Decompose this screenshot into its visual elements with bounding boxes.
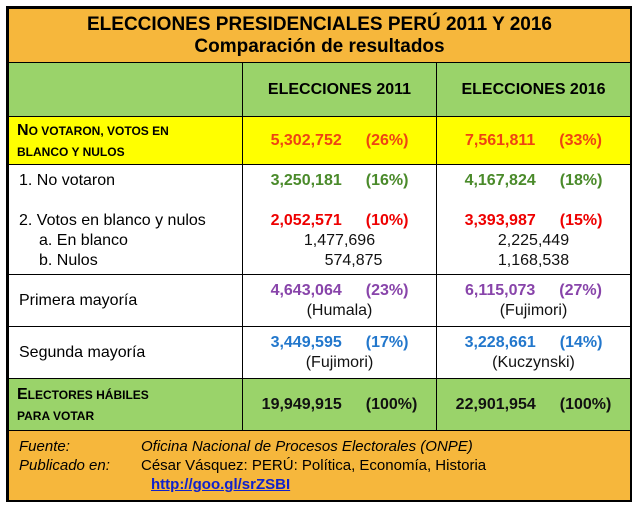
source-link[interactable]: http://goo.gl/srZSBI [151,476,291,493]
primera-cell-2016: 6,115,073 (27%) (Fujimori) [436,274,631,327]
row-label-breakdown: 1. No votaron 2. Votos en blanco y nulos… [8,164,243,275]
column-header-2011: ELECCIONES 2011 [242,62,437,117]
table-row: 1. No votaron 2. Votos en blanco y nulos… [8,164,631,275]
publicado-value: César Vásquez: PERÚ: Política, Economía,… [141,457,487,474]
column-header-2016: ELECCIONES 2016 [436,62,631,117]
results-table: ELECCIONES PRESIDENCIALES PERÚ 2011 Y 20… [8,8,631,501]
fuente-value: Oficina Nacional de Procesos Electorales… [141,438,473,455]
segunda-cell-2011: 3,449,595 (17%) (Fujimori) [242,326,437,379]
page-title: ELECCIONES PRESIDENCIALES PERÚ 2011 Y 20… [87,13,552,35]
fuente-label: Fuente: [19,438,70,455]
primera-cell-2011: 4,643,064 (23%) (Humala) [242,274,437,327]
electores-cell-2016: 22,901,954 (100%) [436,378,631,431]
page-subtitle: Comparación de resultados [194,35,445,57]
table-header: ELECCIONES PRESIDENCIALES PERÚ 2011 Y 20… [8,8,631,63]
row-label-primera-mayoria: Primera mayoría [8,274,243,327]
breakdown-cell-2016: 4,167,824 (18%) 3,393,987 (15%) 2,225,449 … [436,164,631,275]
segunda-cell-2016: 3,228,661 (14%) (Kuczynski) [436,326,631,379]
publicado-label: Publicado en: [19,457,110,474]
electores-cell-2011: 19,949,915 (100%) [242,378,437,431]
table-row: Segunda mayoría 3,449,595 (17%) (Fujimori… [8,326,631,379]
source-footer: Fuente: Oficina Nacional de Procesos Elec… [8,430,631,501]
row-label-no-votaron-blanco-nulos: No votaron, votos en blanco y nulos [8,116,243,165]
table-row: Primera mayoría 4,643,064 (23%) (Humala) … [8,274,631,327]
value-cell-2011: 5,302,752 (26%) [242,116,437,165]
row-label-electores-habiles: Electores hábiles para votar [8,378,243,431]
table-row: Electores hábiles para votar 19,949,915(… [8,378,631,431]
results-table-frame: ELECCIONES PRESIDENCIALES PERÚ 2011 Y 20… [6,6,632,502]
table-row: No votaron, votos en blanco y nulos 5,30… [8,116,631,165]
header-empty-cell [8,62,243,117]
row-label-segunda-mayoria: Segunda mayoría [8,326,243,379]
value-cell-2016: 7,561,811 (33%) [436,116,631,165]
breakdown-cell-2011: 3,250,181 (16%) 2,052,571 (10%) 1,477,696 … [242,164,437,275]
